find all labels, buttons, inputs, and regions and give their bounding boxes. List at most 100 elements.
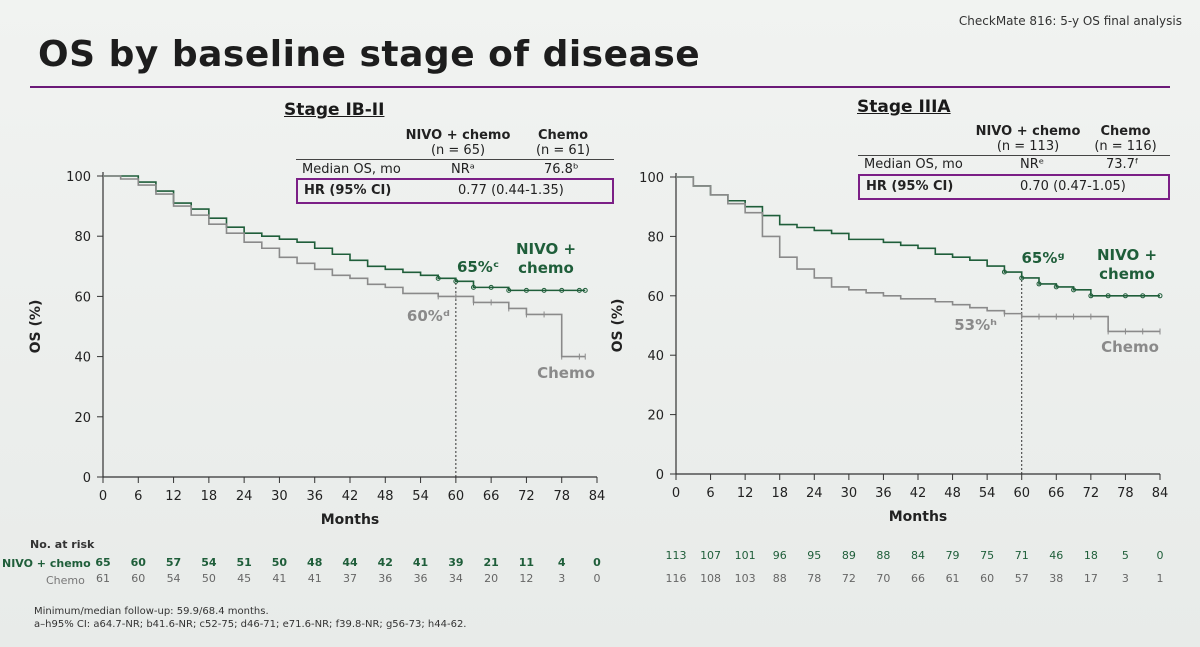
risk-count-chemo: 38 <box>1049 572 1063 585</box>
risk-count-chemo: 57 <box>1015 572 1029 585</box>
median-os-chemo: 73.7ᶠ <box>1106 157 1139 172</box>
risk-count-chemo: 116 <box>666 572 687 585</box>
censor-mark <box>1157 293 1163 299</box>
hr-label: HR (95% CI) <box>866 179 954 194</box>
x-tick-label: 30 <box>841 486 858 501</box>
x-tick-label: 78 <box>553 489 570 504</box>
x-tick-label: 48 <box>944 486 961 501</box>
chemo-survival-curve <box>103 175 586 358</box>
chemo-series-label: Chemo <box>537 364 595 382</box>
nivo-survival-curve <box>676 176 1160 297</box>
risk-count-nivo: 44 <box>342 556 358 569</box>
x-tick-label: 42 <box>342 489 359 504</box>
censor-mark <box>1088 293 1094 299</box>
hr-value: 0.77 (0.44-1.35) <box>458 183 564 198</box>
y-tick-label: 100 <box>66 170 91 185</box>
median-os-nivo: NRᵉ <box>1020 157 1045 172</box>
censor-mark <box>453 278 459 284</box>
chemo-series-label: Chemo <box>1101 338 1159 356</box>
panel-title-stage-iiia: Stage IIIA <box>857 97 951 117</box>
censor-mark <box>1019 275 1025 281</box>
risk-count-nivo: 0 <box>593 556 601 569</box>
stats-table-stage-ib-ii: NIVO + chemo (n = 65) Chemo (n = 61) Media… <box>296 128 614 208</box>
stats-rule <box>296 159 614 160</box>
y-tick-label: 60 <box>647 290 664 305</box>
x-tick-label: 24 <box>806 486 823 501</box>
risk-count-nivo: 46 <box>1049 549 1063 562</box>
x-tick-label: 36 <box>875 486 892 501</box>
risk-count-nivo: 21 <box>483 556 498 569</box>
risk-count-chemo: 61 <box>946 572 960 585</box>
chemo-landmark-percent: 60%ᵈ <box>407 307 450 325</box>
risk-count-nivo: 51 <box>236 556 251 569</box>
col-chemo-n: (n = 116) <box>1094 139 1157 154</box>
nivo-series-label: chemo <box>518 259 574 277</box>
x-tick-label: 6 <box>134 489 142 504</box>
risk-count-nivo: 71 <box>1015 549 1029 562</box>
risk-count-nivo: 0 <box>1157 549 1164 562</box>
y-tick-label: 0 <box>656 468 664 483</box>
censor-mark <box>559 287 565 293</box>
hr-value: 0.70 (0.47-1.05) <box>1020 179 1126 194</box>
risk-count-nivo: 88 <box>876 549 890 562</box>
risk-count-chemo: 34 <box>449 572 463 585</box>
x-axis-label: Months <box>889 509 948 525</box>
censor-mark <box>1122 293 1128 299</box>
x-tick-label: 30 <box>271 489 288 504</box>
risk-count-nivo: 113 <box>666 549 687 562</box>
chemo-survival-curve <box>676 176 1160 333</box>
chemo-landmark-percent: 53%ʰ <box>954 316 997 334</box>
median-os-label: Median OS, mo <box>864 157 963 172</box>
risk-count-chemo: 103 <box>735 572 756 585</box>
col-nivo-n: (n = 113) <box>996 139 1060 154</box>
x-tick-label: 66 <box>1048 486 1065 501</box>
x-tick-label: 72 <box>1083 486 1100 501</box>
censor-mark <box>582 287 588 293</box>
y-tick-label: 20 <box>647 409 664 424</box>
panel-title-stage-ib-ii: Stage IB-II <box>284 100 385 120</box>
risk-count-chemo: 0 <box>594 572 601 585</box>
col-nivo-n: (n = 65) <box>430 143 486 158</box>
median-os-label: Median OS, mo <box>302 162 401 177</box>
median-os-chemo: 76.8ᵇ <box>544 162 579 177</box>
risk-count-nivo: 54 <box>201 556 217 569</box>
median-os-nivo: NRᵃ <box>451 162 475 177</box>
nivo-landmark-percent: 65%ᵍ <box>1021 249 1064 267</box>
risk-count-chemo: 61 <box>96 572 110 585</box>
risk-count-nivo: 107 <box>700 549 721 562</box>
study-tag: CheckMate 816: 5-y OS final analysis <box>958 14 1182 28</box>
risk-count-chemo: 36 <box>414 572 428 585</box>
col-chemo-header: Chemo <box>537 128 589 143</box>
x-tick-label: 12 <box>165 489 182 504</box>
x-tick-label: 12 <box>737 486 754 501</box>
risk-count-nivo: 18 <box>1084 549 1098 562</box>
x-tick-label: 54 <box>412 489 429 504</box>
stats-table-stage-iiia: NIVO + chemo (n = 113) Chemo (n = 116) Med… <box>858 124 1170 200</box>
risk-count-chemo: 41 <box>308 572 322 585</box>
y-tick-label: 80 <box>647 230 664 245</box>
x-tick-label: 66 <box>483 489 500 504</box>
risk-count-nivo: 96 <box>773 549 787 562</box>
censor-mark <box>1140 293 1146 299</box>
risk-count-chemo: 78 <box>807 572 821 585</box>
censor-mark <box>506 287 512 293</box>
y-tick-label: 0 <box>83 471 91 486</box>
hr-box <box>296 178 614 204</box>
footnote-followup: Minimum/median follow-up: 59.9/68.4 mont… <box>34 606 269 617</box>
risk-count-chemo: 45 <box>237 572 251 585</box>
x-tick-label: 84 <box>589 489 606 504</box>
risk-count-chemo: 3 <box>558 572 565 585</box>
risk-count-nivo: 11 <box>519 556 534 569</box>
censor-mark <box>576 287 582 293</box>
censor-mark <box>1071 287 1077 293</box>
risk-table-title: No. at risk <box>30 538 95 551</box>
hr-box <box>858 174 1170 200</box>
nivo-landmark-percent: 65%ᶜ <box>457 258 499 276</box>
x-tick-label: 0 <box>99 489 107 504</box>
risk-count-nivo: 48 <box>307 556 322 569</box>
nivo-survival-curve <box>103 175 586 292</box>
risk-count-chemo: 66 <box>911 572 925 585</box>
stats-rule <box>858 155 1170 156</box>
